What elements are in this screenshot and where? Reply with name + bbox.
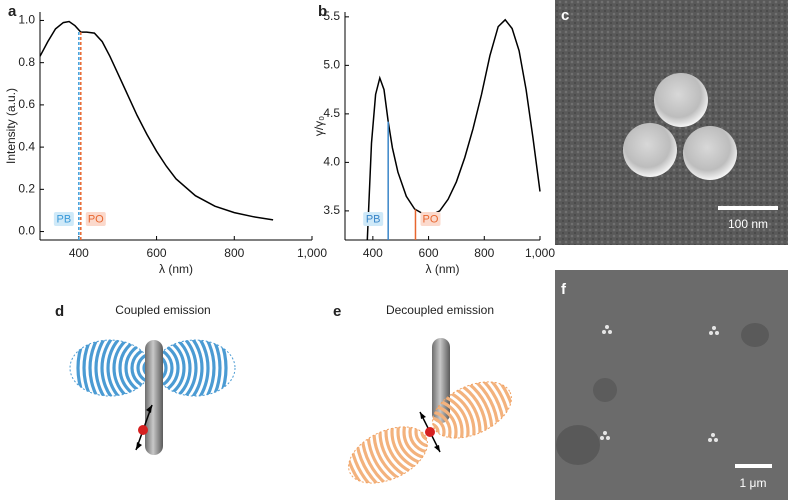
x-tick-label: 600 [147,246,167,260]
nanosphere [683,126,737,180]
y-tick-label: 0.4 [18,139,35,153]
x-tick-label: 400 [363,246,383,260]
marker-label: PO [88,213,104,225]
panel-letter: a [8,3,17,20]
y-tick-label: 3.5 [323,203,340,217]
x-tick-label: 800 [474,246,494,260]
y-tick-label: 0.6 [18,97,35,111]
y-tick-label: 0.8 [18,55,35,69]
diagram-title: Decoupled emission [386,303,494,317]
marker-label: PO [423,213,439,225]
nanorod [432,338,450,423]
marker-label-box [53,212,74,226]
lobe-outline [348,426,428,484]
sem-feature [741,323,769,347]
panel-letter: e [333,303,341,320]
marker-label: PB [366,213,381,225]
particle-triplets [600,325,719,442]
y-axis-label: γ/γ₀ [312,116,326,136]
emitter [425,427,435,437]
sem-image [555,270,788,500]
marker-label-box [363,212,384,226]
panel-letter: b [318,3,327,20]
x-tick-label: 400 [69,246,89,260]
lobe-outline [432,381,512,439]
scale-label: 1 μm [740,476,767,490]
marker-label-box [420,212,441,226]
x-tick-label: 600 [419,246,439,260]
y-tick-label: 5.0 [323,58,340,72]
nanosphere [623,123,677,177]
scale-label: 100 nm [728,217,768,231]
y-axis-label: Intensity (a.u.) [4,88,18,164]
sem-feature [556,425,600,465]
x-tick-label: 800 [224,246,244,260]
arrow-head [136,405,152,450]
y-tick-label: 1.0 [18,13,35,27]
y-tick-label: 0.0 [18,224,35,238]
arrow-head [420,412,440,452]
diagram-title: Coupled emission [115,303,210,317]
y-tick-label: 4.0 [323,155,340,169]
x-tick-label: 1,000 [525,246,555,260]
x-axis-label: λ (nm) [426,262,460,276]
x-axis-label: λ (nm) [159,262,193,276]
sem-feature [593,378,617,402]
y-tick-label: 5.5 [323,9,340,23]
panel-letter: d [55,303,64,320]
panel-letter: c [561,7,569,24]
lobe-outline [154,339,236,397]
data-line [39,20,274,221]
marker-label-box [85,212,106,226]
marker-label: PB [57,213,72,225]
nanosphere [654,73,708,127]
y-tick-label: 0.2 [18,182,35,196]
x-tick-label: 1,000 [297,246,327,260]
emission-lobes [342,370,518,495]
emitter [138,425,148,435]
y-tick-label: 4.5 [323,106,340,120]
nanorod [145,340,163,455]
data-line [366,18,541,241]
emission-lobes [76,340,228,396]
panel-letter: f [561,281,567,298]
